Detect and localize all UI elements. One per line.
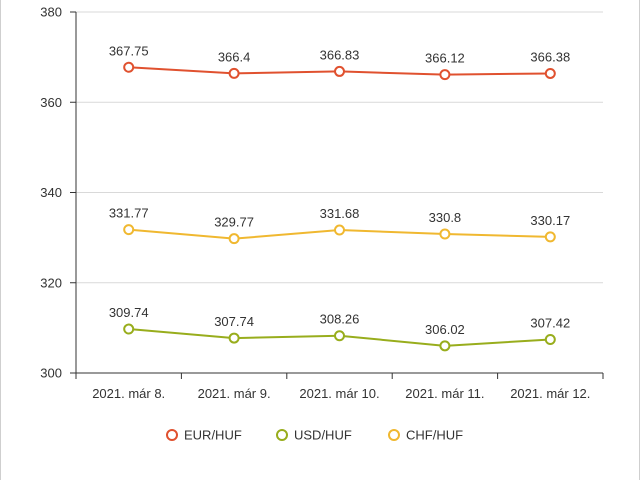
data-label: 330.17 [530,213,570,228]
data-label: 366.12 [425,51,465,66]
legend-marker [276,429,288,441]
data-point [123,224,135,236]
legend-label: EUR/HUF [184,428,242,443]
data-point [228,233,240,245]
data-label: 306.02 [425,322,465,337]
legend-item-chf-huf: CHF/HUF [388,428,463,443]
y-tick-label: 320 [40,275,62,290]
data-label: 366.4 [218,49,251,64]
data-point [123,323,135,335]
legend: EUR/HUF USD/HUF CHF/HUF [166,428,463,443]
legend-label: USD/HUF [294,428,352,443]
legend-marker [388,429,400,441]
series-usd-huf: 309.74 307.74 308.26 306.02 307.42 [109,305,570,352]
x-tick-label: 2021. már 10. [299,386,379,401]
data-point [228,67,240,79]
data-point [544,334,556,346]
legend-item-eur-huf: EUR/HUF [166,428,242,443]
grid-lines [76,11,603,284]
data-point [544,67,556,79]
data-label: 366.38 [530,49,570,64]
y-tick-label: 340 [40,185,62,200]
x-tick-label: 2021. már 8. [92,386,165,401]
x-tick-label: 2021. már 12. [510,386,590,401]
axes: 300 320 340 360 380 2021. már 8. 2021. már 9. 2… [40,5,604,401]
legend-marker [166,429,178,441]
y-tick-label: 360 [40,95,62,110]
data-label: 331.68 [320,206,360,221]
series-chf-huf: 331.77 329.77 331.68 330.8 330.17 [109,206,570,245]
data-label: 330.8 [429,210,462,225]
data-label: 367.75 [109,43,149,58]
series-group: 367.75 366.4 366.83 366.12 366.38 309.74 307.7… [109,43,570,352]
legend-label: CHF/HUF [406,428,463,443]
data-label: 331.77 [109,206,149,221]
data-label: 309.74 [109,305,149,320]
data-label: 366.83 [320,47,360,62]
x-tick-label: 2021. már 11. [405,386,484,401]
data-point [544,231,556,243]
data-point [439,340,451,352]
data-point [439,228,451,240]
data-point [334,65,345,77]
legend-item-usd-huf: USD/HUF [276,428,352,443]
data-point [123,61,135,73]
data-point [334,330,345,342]
series-eur-huf: 367.75 366.4 366.83 366.12 366.38 [109,43,570,81]
data-label: 307.42 [530,316,570,331]
y-tick-label: 380 [40,5,62,20]
x-tick-label: 2021. már 9. [198,386,271,401]
data-label: 307.74 [214,314,254,329]
y-tick-label: 300 [40,366,62,381]
data-point [439,69,451,81]
data-point [228,332,240,344]
data-label: 329.77 [214,215,254,230]
data-label: 308.26 [320,312,360,327]
data-point [334,224,345,236]
frame-left-border [0,0,1,480]
